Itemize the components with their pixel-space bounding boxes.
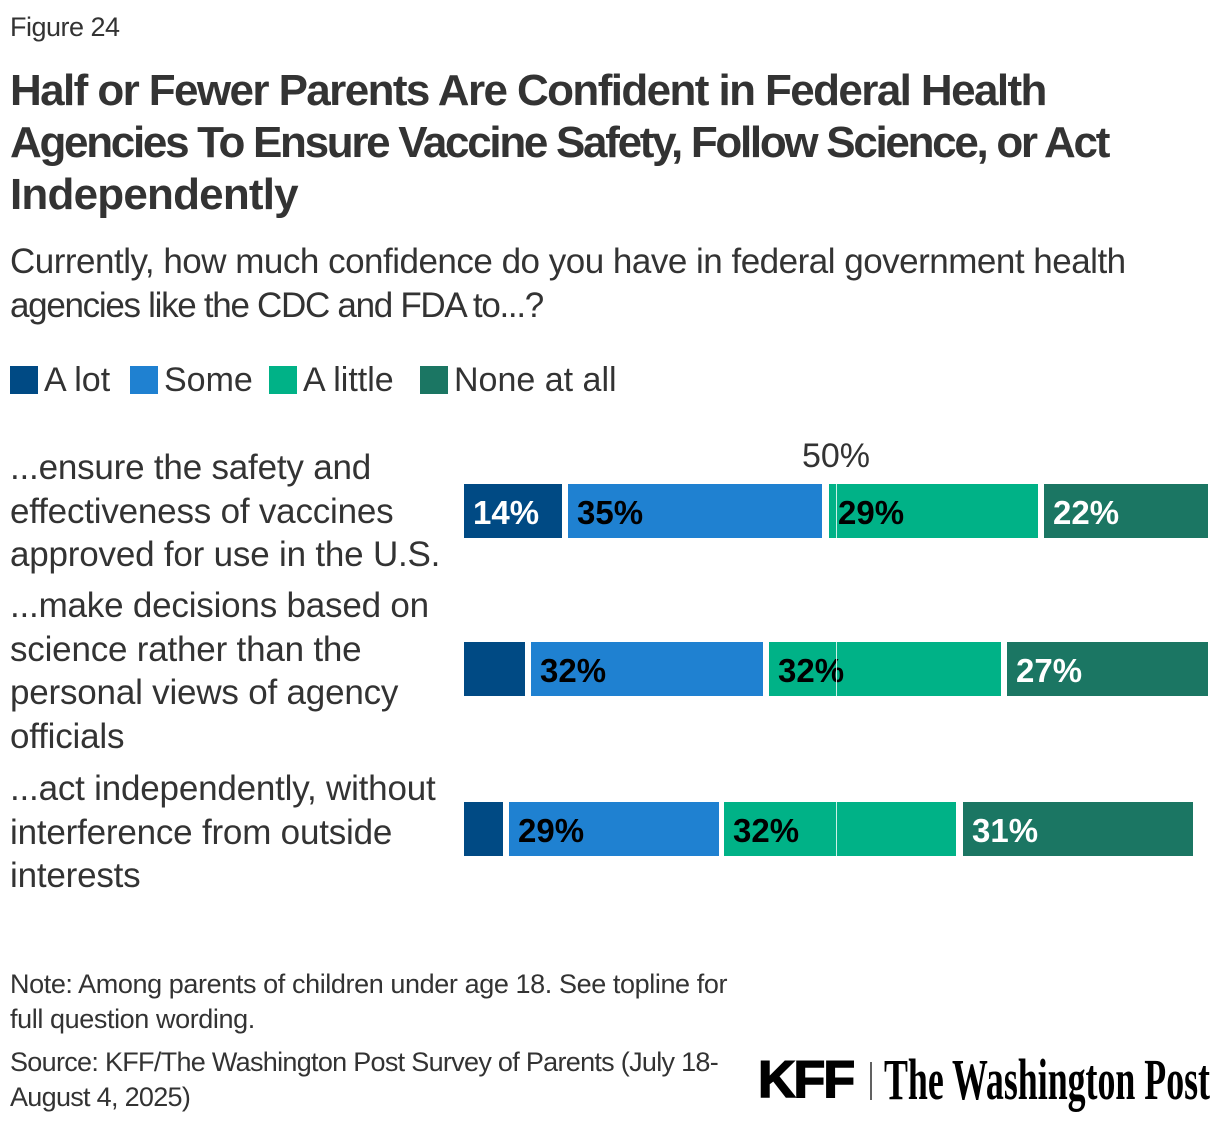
svg-text:The Washington Post: The Washington Post	[884, 1047, 1210, 1112]
